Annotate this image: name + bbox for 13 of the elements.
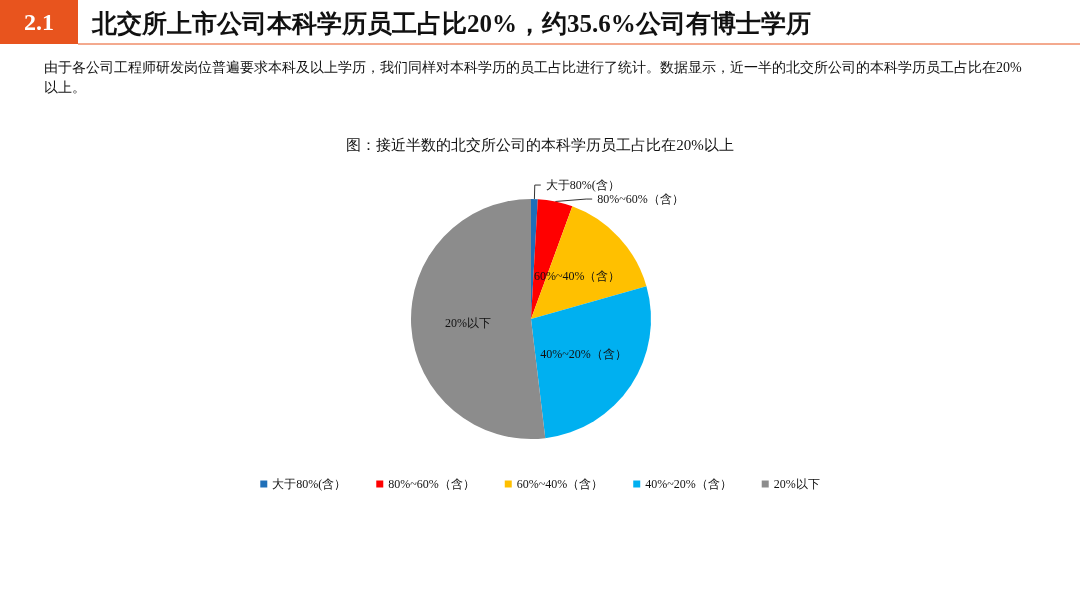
- legend-label: 20%以下: [773, 477, 820, 491]
- legend-label: 80%~60%（含）: [388, 477, 475, 491]
- chart-subtitle: 由于各公司工程师研发岗位普遍要求本科及以上学历，我们同样对本科学历的员工占比进行了统计。数据显示，近一半的北交所公司的本科学历员工占比在20%以上。: [44, 58, 1022, 95]
- chart-title: 图：接近半数的北交所公司的本科学历员工占比在20%以上: [346, 136, 734, 153]
- slice-label: 40%~20%（含）: [540, 346, 627, 361]
- legend-label: 40%~20%（含）: [645, 477, 732, 491]
- slice-label: 20%以下: [445, 315, 492, 330]
- slice-label: 80%~60%（含）: [597, 192, 684, 207]
- slice-label: 大于80%(含）: [545, 178, 620, 193]
- text: 北交所上市公司本科学历员工占比20%，约35.6%公司有博士学历: [91, 9, 811, 37]
- legend-label: 60%~40%（含）: [516, 477, 604, 491]
- legend-label: 大于80%(含）: [272, 477, 347, 491]
- text: 2.1: [24, 9, 54, 35]
